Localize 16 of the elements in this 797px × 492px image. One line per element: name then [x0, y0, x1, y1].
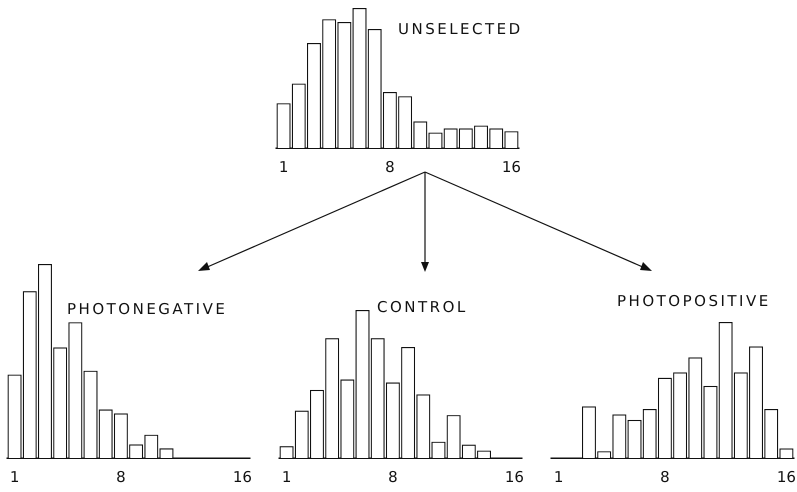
x-tick-label: 8 — [660, 468, 670, 486]
x-tick-label: 16 — [504, 468, 524, 486]
x-tick-label: 1 — [282, 468, 292, 486]
x-tick-label: 16 — [776, 468, 796, 486]
text: PHOTONEGATIVE — [67, 300, 228, 318]
chart-title: CONTROL — [377, 298, 468, 316]
x-tick-label: 1 — [10, 468, 20, 486]
text: UNSELECTED — [398, 20, 523, 38]
x-tick-label: 16 — [232, 468, 252, 486]
chart-title: PHOTOPOSITIVE — [617, 292, 771, 310]
x-tick-label: 8 — [116, 468, 126, 486]
x-tick-label: 1 — [278, 158, 288, 176]
x-tick-label: 8 — [385, 158, 395, 176]
x-tick-label: 16 — [502, 158, 521, 176]
x-tick-label: 1 — [554, 468, 564, 486]
x-tick-label: 8 — [388, 468, 398, 486]
